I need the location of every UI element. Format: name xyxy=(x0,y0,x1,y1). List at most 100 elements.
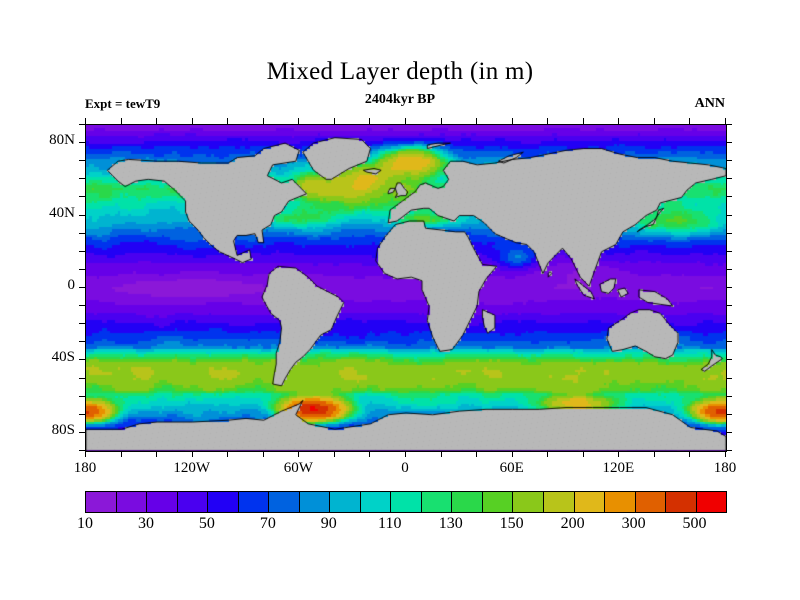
y-axis-tick xyxy=(79,450,85,451)
y-axis-tick xyxy=(79,287,85,288)
x-axis-tick xyxy=(582,118,584,124)
x-axis-tick xyxy=(191,118,193,124)
x-axis-tick xyxy=(618,118,620,124)
colorbar-cell xyxy=(513,492,544,512)
x-axis-tick xyxy=(156,118,158,124)
y-axis-label: 40S xyxy=(51,349,75,366)
experiment-label: Expt = tewT9 xyxy=(85,96,161,111)
colorbar-tick-label: 10 xyxy=(77,515,93,532)
x-axis-tick xyxy=(618,451,620,457)
colorbar-cell xyxy=(605,492,636,512)
colorbar-tick-label: 150 xyxy=(499,515,524,532)
y-axis-tick xyxy=(79,214,85,216)
y-axis-tick xyxy=(79,377,85,379)
colorbar-cell xyxy=(147,492,178,512)
x-axis-tick xyxy=(653,118,655,124)
colorbar-cell xyxy=(543,492,575,512)
colorbar-cell xyxy=(696,492,727,512)
y-axis-tick xyxy=(726,124,732,125)
y-axis-tick xyxy=(726,323,732,325)
y-axis-tick xyxy=(79,250,85,252)
x-axis-label: 120W xyxy=(173,460,210,476)
x-axis-tick xyxy=(333,451,335,457)
x-axis-tick xyxy=(689,451,691,457)
x-axis-label: 60E xyxy=(499,460,524,476)
y-axis-label: 80S xyxy=(51,421,75,438)
y-axis-tick xyxy=(79,232,85,234)
x-axis-tick xyxy=(227,118,229,124)
x-axis-label: 180 xyxy=(713,460,737,476)
x-axis-tick xyxy=(120,451,122,457)
y-axis-tick xyxy=(79,268,85,270)
y-axis-tick xyxy=(726,450,732,451)
x-axis-tick xyxy=(547,118,549,124)
colorbar-cell xyxy=(116,492,148,512)
colorbar-cell xyxy=(238,492,270,512)
y-axis-tick xyxy=(726,214,732,216)
x-axis-tick xyxy=(547,451,549,457)
colorbar-cell xyxy=(635,492,667,512)
colorbar-cell xyxy=(421,492,453,512)
y-axis-tick xyxy=(79,160,85,162)
x-axis-tick xyxy=(653,451,655,457)
colorbar-tick-label: 50 xyxy=(198,515,215,532)
y-axis-tick xyxy=(79,124,85,125)
colorbar-tick-label: 200 xyxy=(560,515,585,532)
y-axis-tick xyxy=(726,250,732,252)
colorbar-cell xyxy=(86,492,117,512)
x-axis-tick xyxy=(156,451,158,457)
x-axis-tick xyxy=(85,451,86,457)
colorbar-tick-label: 90 xyxy=(320,515,337,532)
colorbar-swatches xyxy=(85,491,727,513)
y-axis-tick xyxy=(726,142,732,144)
x-axis-tick xyxy=(511,451,513,457)
colorbar-cell xyxy=(208,492,239,512)
y-axis-label: 40N xyxy=(49,204,75,221)
x-axis-label: 60W xyxy=(283,460,313,476)
y-axis-label: 80N xyxy=(49,132,75,149)
x-axis-tick xyxy=(298,118,300,124)
x-axis-tick xyxy=(369,118,371,124)
colorbar-cell xyxy=(269,492,300,512)
x-axis-tick xyxy=(476,451,478,457)
x-axis-tick xyxy=(333,118,335,124)
x-axis-tick xyxy=(262,118,264,124)
y-axis-tick xyxy=(79,359,85,361)
x-axis-tick xyxy=(405,118,406,124)
x-axis-tick xyxy=(725,451,726,457)
y-axis-tick xyxy=(726,160,732,162)
x-axis-tick xyxy=(582,451,584,457)
x-axis-tick xyxy=(227,451,229,457)
x-axis-tick xyxy=(511,118,513,124)
x-axis-tick xyxy=(476,118,478,124)
y-axis-tick xyxy=(726,268,732,270)
colorbar-cell xyxy=(330,492,361,512)
y-axis-tick xyxy=(726,359,732,361)
y-axis-tick xyxy=(726,287,732,288)
x-axis-tick xyxy=(440,118,442,124)
x-axis-label: 120E xyxy=(602,460,635,476)
colorbar-cell xyxy=(482,492,514,512)
y-axis-tick xyxy=(726,178,732,180)
y-axis-tick xyxy=(726,341,732,343)
colorbar-cell xyxy=(452,492,483,512)
colorbar-tick-label: 70 xyxy=(259,515,276,532)
colorbar-cell xyxy=(360,492,392,512)
y-axis-tick xyxy=(79,395,85,397)
y-axis-tick xyxy=(79,196,85,198)
y-axis-tick xyxy=(726,305,732,307)
y-axis-tick xyxy=(79,341,85,343)
colorbar-cell xyxy=(574,492,606,512)
y-axis-tick xyxy=(726,232,732,234)
y-axis-tick xyxy=(726,377,732,379)
y-axis-tick xyxy=(79,305,85,307)
season-label: ANN xyxy=(694,96,725,111)
x-axis-label: 180 xyxy=(73,460,97,476)
x-axis-tick xyxy=(689,118,691,124)
x-axis-label: 0 xyxy=(401,460,409,476)
x-axis-tick xyxy=(369,451,371,457)
y-axis-tick xyxy=(79,178,85,180)
colorbar-cell xyxy=(391,492,422,512)
colorbar-tick-label: 130 xyxy=(438,515,463,532)
subtitle: 2404kyr BP xyxy=(364,92,436,107)
